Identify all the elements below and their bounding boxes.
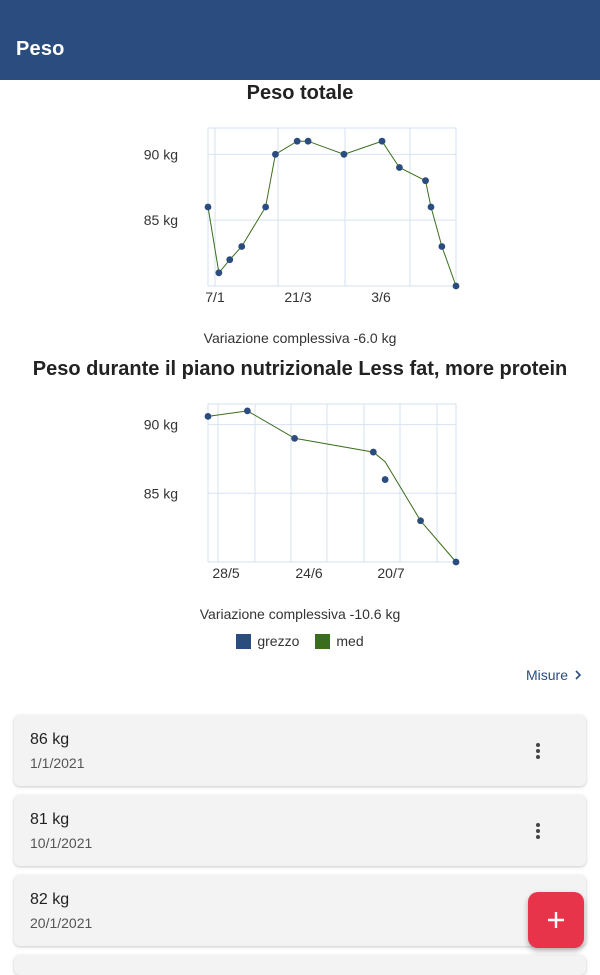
data-point-grezzo [396,164,403,171]
measures-link-label: Misure [525,667,568,683]
plot-frame [207,403,457,563]
x-tick-label: 3/6 [371,289,391,305]
data-point-grezzo [381,476,389,483]
chart-title-plan: Peso durante il piano nutrizionale Less … [32,358,568,380]
weight-plan-chart: 90 kg 85 kg 28/5 24/6 20/7 [144,403,460,581]
plot-frame [207,127,457,287]
data-point-grezzo [340,150,348,158]
data-point-grezzo [422,177,429,185]
series-line-med [207,410,457,563]
x-tick-label: 21/3 [284,289,311,305]
weight-total-chart: 90 kg 85 kg 7/1 21/3 3/6 [144,127,460,305]
legend-label-grezzo: grezzo [257,633,300,649]
entry-weight: 86 kg [30,731,70,748]
weight-entry[interactable]: 86 kg 1/1/2021 [14,715,586,786]
data-point-grezzo [378,137,386,145]
weight-entry-partial[interactable] [14,955,586,975]
data-point-grezzo [293,137,301,145]
measures-link[interactable]: Misure [526,667,584,683]
data-point-grezzo [215,269,223,277]
legend-item-grezzo: grezzo [236,633,299,649]
entry-weight: 82 kg [30,891,70,908]
data-point-grezzo [452,282,460,290]
chevron-right-icon [575,670,582,680]
variation-total: Variazione complessiva -6.0 kg [203,330,397,346]
data-point-grezzo [304,137,312,145]
y-tick-label: 90 kg [144,146,178,162]
data-point-grezzo [204,412,212,420]
add-weight-button[interactable] [528,892,584,948]
data-point-grezzo [272,150,279,158]
x-tick-label: 7/1 [205,289,225,305]
chart-title-total: Peso totale [246,82,354,104]
series-line-med [207,140,457,287]
y-tick-label: 90 kg [144,417,178,433]
entry-date: 20/1/2021 [30,915,93,931]
weight-entry[interactable]: 81 kg 10/1/2021 [14,795,586,866]
data-point-grezzo [369,448,377,456]
data-point-grezzo [417,517,424,525]
legend-swatch-med [315,633,331,649]
entry-weight: 81 kg [30,811,70,828]
data-point-grezzo [427,203,435,211]
data-point-grezzo [226,256,234,264]
entry-date: 10/1/2021 [30,835,93,851]
data-point-grezzo [204,203,212,211]
data-point-grezzo [291,434,299,442]
chart-legend: grezzo med [0,633,600,649]
app-title: Peso [16,38,65,60]
data-point-grezzo [438,243,446,250]
x-tick-label: 28/5 [212,565,239,581]
weight-entry[interactable]: 82 kg 20/1/2021 [14,875,586,946]
app-bar: Peso [0,0,600,80]
y-tick-label: 85 kg [144,212,178,228]
data-point-grezzo [238,243,246,250]
legend-label-med: med [336,633,364,649]
more-vert-icon[interactable] [526,819,550,843]
more-vert-icon[interactable] [526,739,550,763]
data-point-grezzo [262,203,270,211]
x-tick-label: 24/6 [295,565,322,581]
data-point-grezzo [452,558,460,566]
legend-swatch-grezzo [236,633,252,649]
data-point-grezzo [243,407,251,415]
entry-date: 1/1/2021 [30,755,85,771]
x-tick-label: 20/7 [377,565,404,581]
y-tick-label: 85 kg [144,485,178,501]
plus-icon [548,912,564,928]
legend-item-med: med [315,633,364,649]
variation-plan: Variazione complessiva -10.6 kg [199,606,401,622]
